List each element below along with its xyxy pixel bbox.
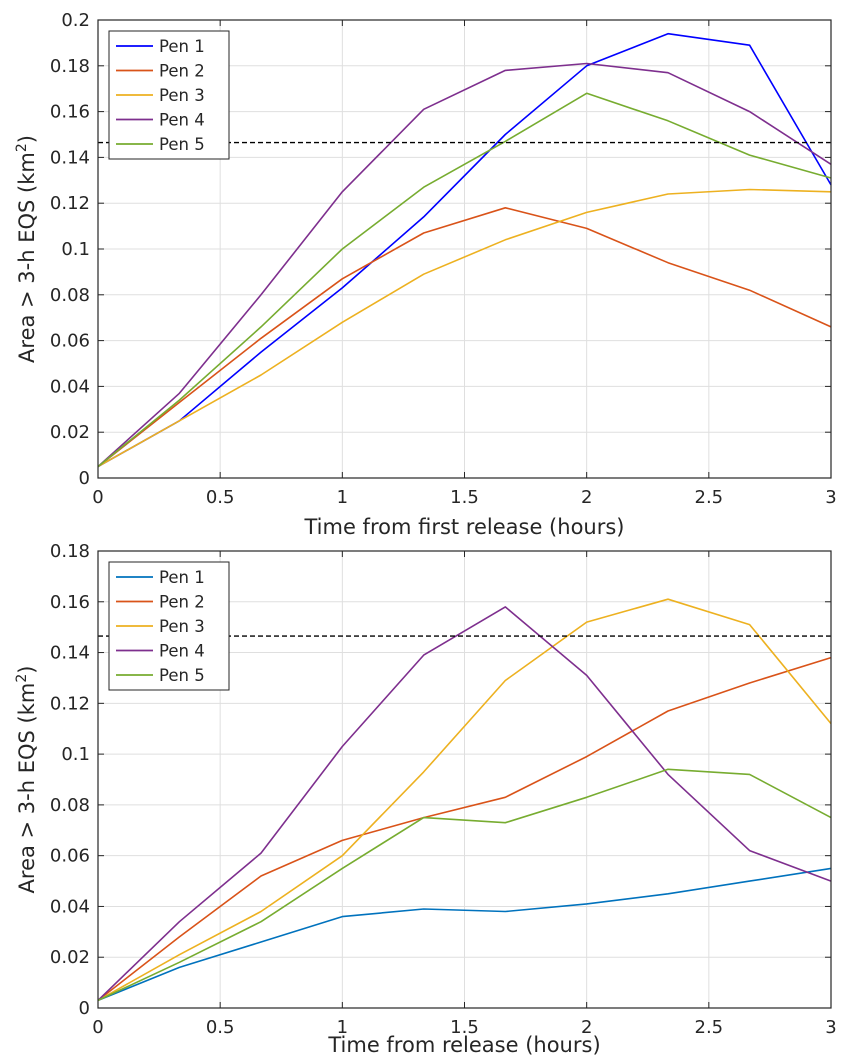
x-tick-label: 1 bbox=[337, 487, 348, 508]
y-tick-label: 0.1 bbox=[61, 744, 90, 765]
y-tick-label: 0.06 bbox=[50, 331, 90, 352]
y-tick-label: 0.14 bbox=[50, 643, 90, 664]
legend: Pen 1 Pen 2 Pen 3 Pen 4 Pen 5 bbox=[108, 30, 230, 160]
legend: Pen 1 Pen 2 Pen 3 Pen 4 Pen 5 bbox=[108, 561, 230, 691]
x-tick-label: 0 bbox=[92, 487, 103, 508]
series-line-pen-2 bbox=[97, 207, 832, 468]
x-tick-label: 1 bbox=[337, 1017, 348, 1038]
y-tick-label: 0.04 bbox=[50, 896, 90, 917]
y-axis-label-end: ) bbox=[15, 135, 39, 143]
y-tick-label: 0.06 bbox=[50, 846, 90, 867]
legend-label-pen-5: Pen 5 bbox=[159, 135, 205, 154]
y-tick-label: 0.04 bbox=[50, 376, 90, 397]
y-tick-label: 0.08 bbox=[50, 795, 90, 816]
legend-label-pen-1: Pen 1 bbox=[159, 37, 205, 56]
y-tick-label: 0.16 bbox=[50, 592, 90, 613]
legend-label-pen-3: Pen 3 bbox=[159, 617, 205, 636]
y-axis-label-end: ) bbox=[15, 666, 39, 674]
legend-label-pen-4: Pen 4 bbox=[159, 642, 205, 661]
y-axis-label-main: Area > 3-h EQS (km bbox=[15, 152, 39, 363]
legend-label-pen-4: Pen 4 bbox=[159, 111, 205, 130]
y-tick-label: 0.1 bbox=[61, 239, 90, 260]
series-line-pen-4 bbox=[97, 606, 832, 1001]
series-line-pen-1 bbox=[97, 867, 832, 1002]
legend-label-pen-3: Pen 3 bbox=[159, 86, 205, 105]
x-tick-label: 3 bbox=[825, 487, 836, 508]
x-tick-label: 2.5 bbox=[695, 1017, 724, 1038]
x-axis-label: Time from first release (hours) bbox=[303, 515, 624, 539]
x-tick-label: 2 bbox=[581, 487, 592, 508]
series-line-pen-3 bbox=[97, 188, 832, 468]
y-tick-label: 0.18 bbox=[50, 541, 90, 562]
x-tick-label: 2.5 bbox=[695, 487, 724, 508]
y-tick-label: 0.02 bbox=[50, 947, 90, 968]
y-tick-label: 0.2 bbox=[61, 10, 90, 31]
chart-panel-1: 0 0.5 1 1.5 2 2.5 3 0 0.02 0.04 0.06 0.08 0.1 0.12 0.1… bbox=[14, 10, 837, 539]
y-axis-label-superscript: 2 bbox=[14, 674, 30, 683]
legend-label-pen-5: Pen 5 bbox=[159, 666, 205, 685]
x-tick-label: 0 bbox=[92, 1017, 103, 1038]
y-tick-label: 0 bbox=[79, 468, 90, 489]
y-tick-label: 0.18 bbox=[50, 56, 90, 77]
series-line-pen-4 bbox=[97, 62, 832, 468]
x-tick-label: 1.5 bbox=[450, 1017, 479, 1038]
y-axis-label-main: Area > 3-h EQS (km bbox=[15, 683, 39, 894]
x-tick-label: 0.5 bbox=[206, 487, 235, 508]
series-line-pen-3 bbox=[97, 598, 832, 1002]
y-tick-label: 0.16 bbox=[50, 102, 90, 123]
x-tick-label: 1.5 bbox=[450, 487, 479, 508]
x-tick-label: 3 bbox=[825, 1017, 836, 1038]
y-tick-label: 0.12 bbox=[50, 693, 90, 714]
y-axis-label: Area > 3-h EQS (km2) bbox=[14, 666, 39, 894]
series-line-pen-5 bbox=[97, 768, 832, 1002]
x-tick-label: 2 bbox=[581, 1017, 592, 1038]
y-tick-label: 0.02 bbox=[50, 422, 90, 443]
y-tick-label: 0 bbox=[79, 998, 90, 1019]
y-tick-label: 0.14 bbox=[50, 147, 90, 168]
legend-label-pen-2: Pen 2 bbox=[159, 593, 205, 612]
legend-label-pen-1: Pen 1 bbox=[159, 568, 205, 587]
series-line-pen-1 bbox=[97, 32, 832, 468]
y-axis-label-superscript: 2 bbox=[14, 143, 30, 152]
series-line-pen-2 bbox=[97, 656, 832, 1002]
legend-label-pen-2: Pen 2 bbox=[159, 62, 205, 81]
series-line-pen-5 bbox=[97, 92, 832, 468]
y-axis-label: Area > 3-h EQS (km2) bbox=[14, 135, 39, 363]
x-axis-label: Time from release (hours) bbox=[327, 1033, 600, 1057]
x-tick-label: 0.5 bbox=[206, 1017, 235, 1038]
chart-panel-2: 0 0.5 1 1.5 2 2.5 3 0 0.02 0.04 0.06 0.08 0.1 0.12 0.1… bbox=[14, 541, 837, 1057]
y-tick-label: 0.12 bbox=[50, 193, 90, 214]
y-tick-label: 0.08 bbox=[50, 285, 90, 306]
